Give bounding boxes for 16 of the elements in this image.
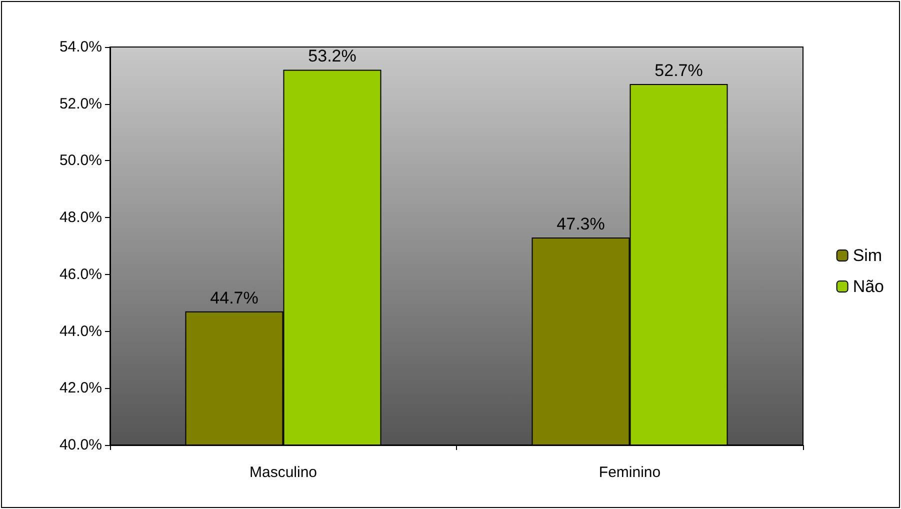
legend-label: Não: [852, 277, 884, 296]
y-tick-label: 50.0%: [59, 152, 102, 170]
x-tick-label: Feminino: [598, 464, 661, 481]
y-tick-label: 48.0%: [59, 209, 102, 226]
legend-label: Sim: [852, 246, 882, 265]
y-tick-label: 52.0%: [59, 95, 102, 112]
data-label: 52.7%: [654, 60, 703, 80]
data-label: 53.2%: [308, 46, 356, 66]
data-label: 44.7%: [210, 288, 258, 308]
y-tick-label: 40.0%: [59, 436, 102, 454]
data-label: 47.3%: [556, 214, 605, 234]
y-tick-label: 42.0%: [59, 380, 102, 397]
y-tick-label: 44.0%: [59, 322, 102, 340]
y-tick-label: 54.0%: [59, 38, 102, 56]
y-tick-label: 46.0%: [59, 266, 102, 283]
x-tick-label: Masculino: [249, 464, 318, 481]
